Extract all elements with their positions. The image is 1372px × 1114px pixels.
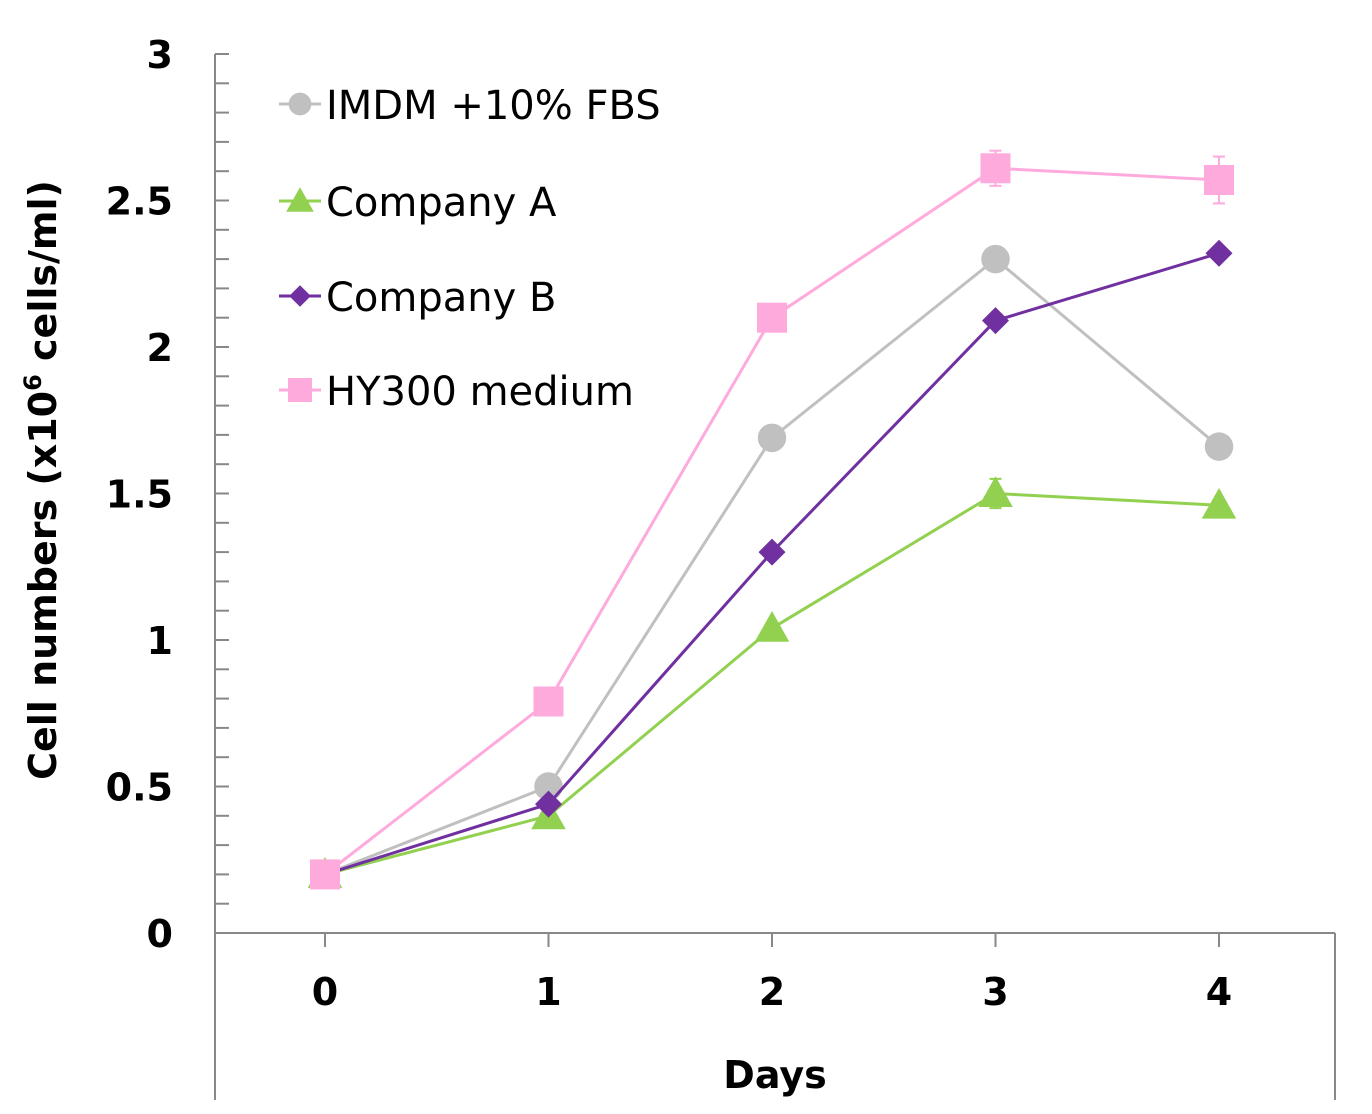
data-point-hy300-medium [1204,164,1234,195]
y-axis-title-main: Cell numbers (x10 [21,391,65,780]
legend-marker [288,92,312,116]
y-tick-label: 1 [147,619,173,663]
y-tick-labels: 0 0.5 1 1.5 2 2.5 3 [106,33,173,956]
data-point-imdm-10-fbs [757,423,787,453]
y-axis-title-superscript: 6 [19,374,47,391]
data-point-hy300-medium [533,686,564,717]
series-imdm-10-fbs [310,244,1234,889]
series-company-b [311,239,1233,888]
data-point-imdm-10-fbs [534,772,563,801]
series-hy300-medium [310,149,1234,890]
y-tick-label: 2.5 [106,180,173,224]
data-point-company-a [1201,487,1237,519]
x-tick-label: 1 [535,970,561,1014]
y-tick-label: 1.5 [106,473,173,517]
legend-marker [289,285,311,307]
data-point-company-b [758,538,786,566]
legend-item-company-b: Company B [279,275,556,321]
y-axis-title-tail: cells/ml) [21,180,65,374]
data-point-hy300-medium [757,302,787,333]
data-point-hy300-medium [310,859,340,890]
legend-item-imdm-10-fbs: IMDM +10% FBS [279,83,661,129]
x-axis-title: Days [723,1053,826,1097]
data-point-company-a [754,611,790,642]
y-tick-label: 0.5 [106,766,173,810]
plot-series [307,149,1237,890]
y-axis-title: Cell numbers (x106 cells/ml) [19,180,65,780]
y-minor-ticks [215,53,229,934]
y-tick-label: 3 [147,33,173,77]
data-point-imdm-10-fbs [981,244,1010,274]
data-point-company-a [978,476,1013,507]
series-line-imdm-10-fbs [324,257,1220,876]
x-tick-label: 3 [982,970,1008,1014]
legend-label: Company A [326,180,557,226]
legend-marker [286,187,314,212]
data-point-company-b [1205,239,1233,267]
axes [214,53,1336,1100]
y-tick-label: 2 [147,326,173,370]
x-tick-label: 0 [312,970,338,1014]
data-point-company-b [535,790,562,818]
legend-item-hy300-medium: HY300 medium [279,369,634,415]
x-ticks [324,933,1220,947]
x-tick-labels: 0 1 2 3 4 [312,970,1232,1014]
data-point-hy300-medium [980,153,1011,184]
legend-item-company-a: Company A [279,180,557,226]
legend-marker [288,378,312,402]
legend-label: IMDM +10% FBS [326,83,661,129]
x-tick-label: 4 [1206,970,1232,1014]
legend: IMDM +10% FBS Company A Company B HY300 med… [279,83,661,415]
data-point-company-b [982,307,1009,335]
x-tick-label: 2 [759,970,785,1014]
legend-label: Company B [326,275,556,321]
legend-label: HY300 medium [326,369,634,415]
y-tick-label: 0 [147,912,173,956]
data-point-imdm-10-fbs [1204,432,1234,461]
